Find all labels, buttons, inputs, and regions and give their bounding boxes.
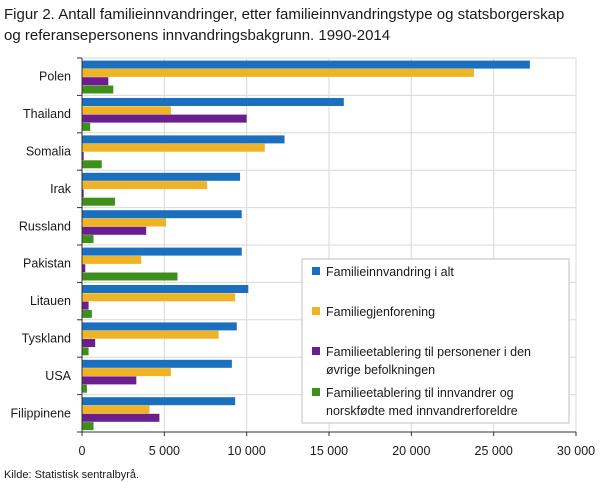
bar-usa-series-2	[82, 368, 171, 377]
bar-somalia-series-4	[82, 160, 102, 169]
legend-label-1: Familieinnvandring i alt	[326, 265, 454, 279]
source-note: Kilde: Statistisk sentralbyrå.	[4, 469, 140, 481]
category-label: Thailand	[23, 107, 71, 121]
bar-thailand-series-2	[82, 106, 171, 115]
legend-swatch-2	[312, 307, 320, 315]
bar-irak-series-2	[82, 181, 208, 190]
bar-litauen-series-4	[82, 309, 92, 318]
legend-label-4: norskfødte med innvandrerforeldre	[326, 404, 518, 418]
bar-filippinene-series-3	[82, 413, 160, 422]
x-tick-label: 0	[79, 444, 86, 458]
bar-filippinene-series-4	[82, 422, 94, 431]
legend-swatch-3	[312, 347, 320, 355]
x-tick-label: 10 000	[228, 444, 266, 458]
x-tick-label: 20 000	[392, 444, 430, 458]
bar-pakistan-series-3	[82, 264, 86, 273]
bar-pakistan-series-4	[82, 272, 178, 281]
category-label: Somalia	[26, 145, 71, 159]
bar-tyskland-series-4	[82, 347, 89, 356]
bar-tyskland-series-1	[82, 322, 237, 331]
chart-title-line-2: og referansepersonens innvandringsbakgru…	[4, 27, 391, 44]
category-label: Filippinene	[11, 406, 72, 420]
x-tick-label: 5 000	[149, 444, 180, 458]
bar-filippinene-series-2	[82, 405, 150, 414]
bar-irak-series-1	[82, 172, 241, 181]
x-tick-label: 15 000	[310, 444, 348, 458]
bar-litauen-series-3	[82, 301, 89, 310]
category-label: Tyskland	[22, 332, 71, 346]
bar-somalia-series-1	[82, 135, 285, 144]
bar-thailand-series-3	[82, 114, 247, 123]
grid-lines	[82, 57, 577, 433]
bars	[82, 60, 530, 431]
bar-tyskland-series-2	[82, 330, 219, 339]
bar-russland-series-2	[82, 218, 166, 227]
legend-label-4: Familieetablering til innvandrer og	[326, 386, 514, 400]
bar-somalia-series-3	[82, 152, 84, 160]
chart-title: Figur 2. Antall familieinnvandringer, et…	[4, 4, 608, 46]
bar-tyskland-series-3	[82, 339, 96, 347]
bar-irak-series-3	[82, 189, 84, 198]
category-label: Irak	[50, 182, 72, 196]
legend-label-3: øvrige befolkningen	[326, 363, 435, 377]
bar-russland-series-1	[82, 210, 242, 219]
legend-label-3: Familieetablering til personener i den	[326, 345, 531, 359]
bar-litauen-series-1	[82, 285, 249, 293]
bar-usa-series-3	[82, 376, 137, 385]
bar-somalia-series-2	[82, 143, 265, 152]
bar-thailand-series-1	[82, 98, 344, 106]
bar-pakistan-series-2	[82, 255, 142, 264]
bar-russland-series-3	[82, 226, 147, 235]
bar-polen-series-1	[82, 60, 530, 69]
category-label: Russland	[19, 219, 71, 233]
bar-usa-series-1	[82, 359, 232, 368]
bar-filippinene-series-1	[82, 397, 236, 406]
bar-pakistan-series-1	[82, 247, 242, 256]
category-label: Polen	[39, 70, 71, 84]
axes: Polen Thailand Somalia Irak Russland Pakistan…	[11, 57, 595, 458]
bar-polen-series-3	[82, 77, 109, 86]
bar-polen-series-2	[82, 68, 474, 77]
chart-title-line-1: Figur 2. Antall familieinnvandringer, et…	[4, 6, 565, 23]
x-tick-label: 30 000	[557, 444, 595, 458]
bar-russland-series-4	[82, 235, 94, 244]
category-label: Litauen	[30, 294, 71, 308]
legend-label-2: Familiegjenforening	[326, 305, 435, 319]
bar-usa-series-4	[82, 384, 87, 393]
bar-polen-series-4	[82, 85, 114, 94]
legend-swatch-4	[312, 388, 320, 396]
legend: Familieinnvandring i alt Familiegjenforen…	[301, 258, 570, 424]
x-tick-label: 25 000	[475, 444, 513, 458]
bar-thailand-series-4	[82, 122, 91, 131]
bar-irak-series-4	[82, 197, 115, 206]
category-label: USA	[45, 369, 71, 383]
category-label: Pakistan	[23, 257, 71, 271]
legend-box	[301, 258, 570, 424]
bar-litauen-series-2	[82, 293, 236, 302]
legend-swatch-1	[312, 267, 320, 275]
